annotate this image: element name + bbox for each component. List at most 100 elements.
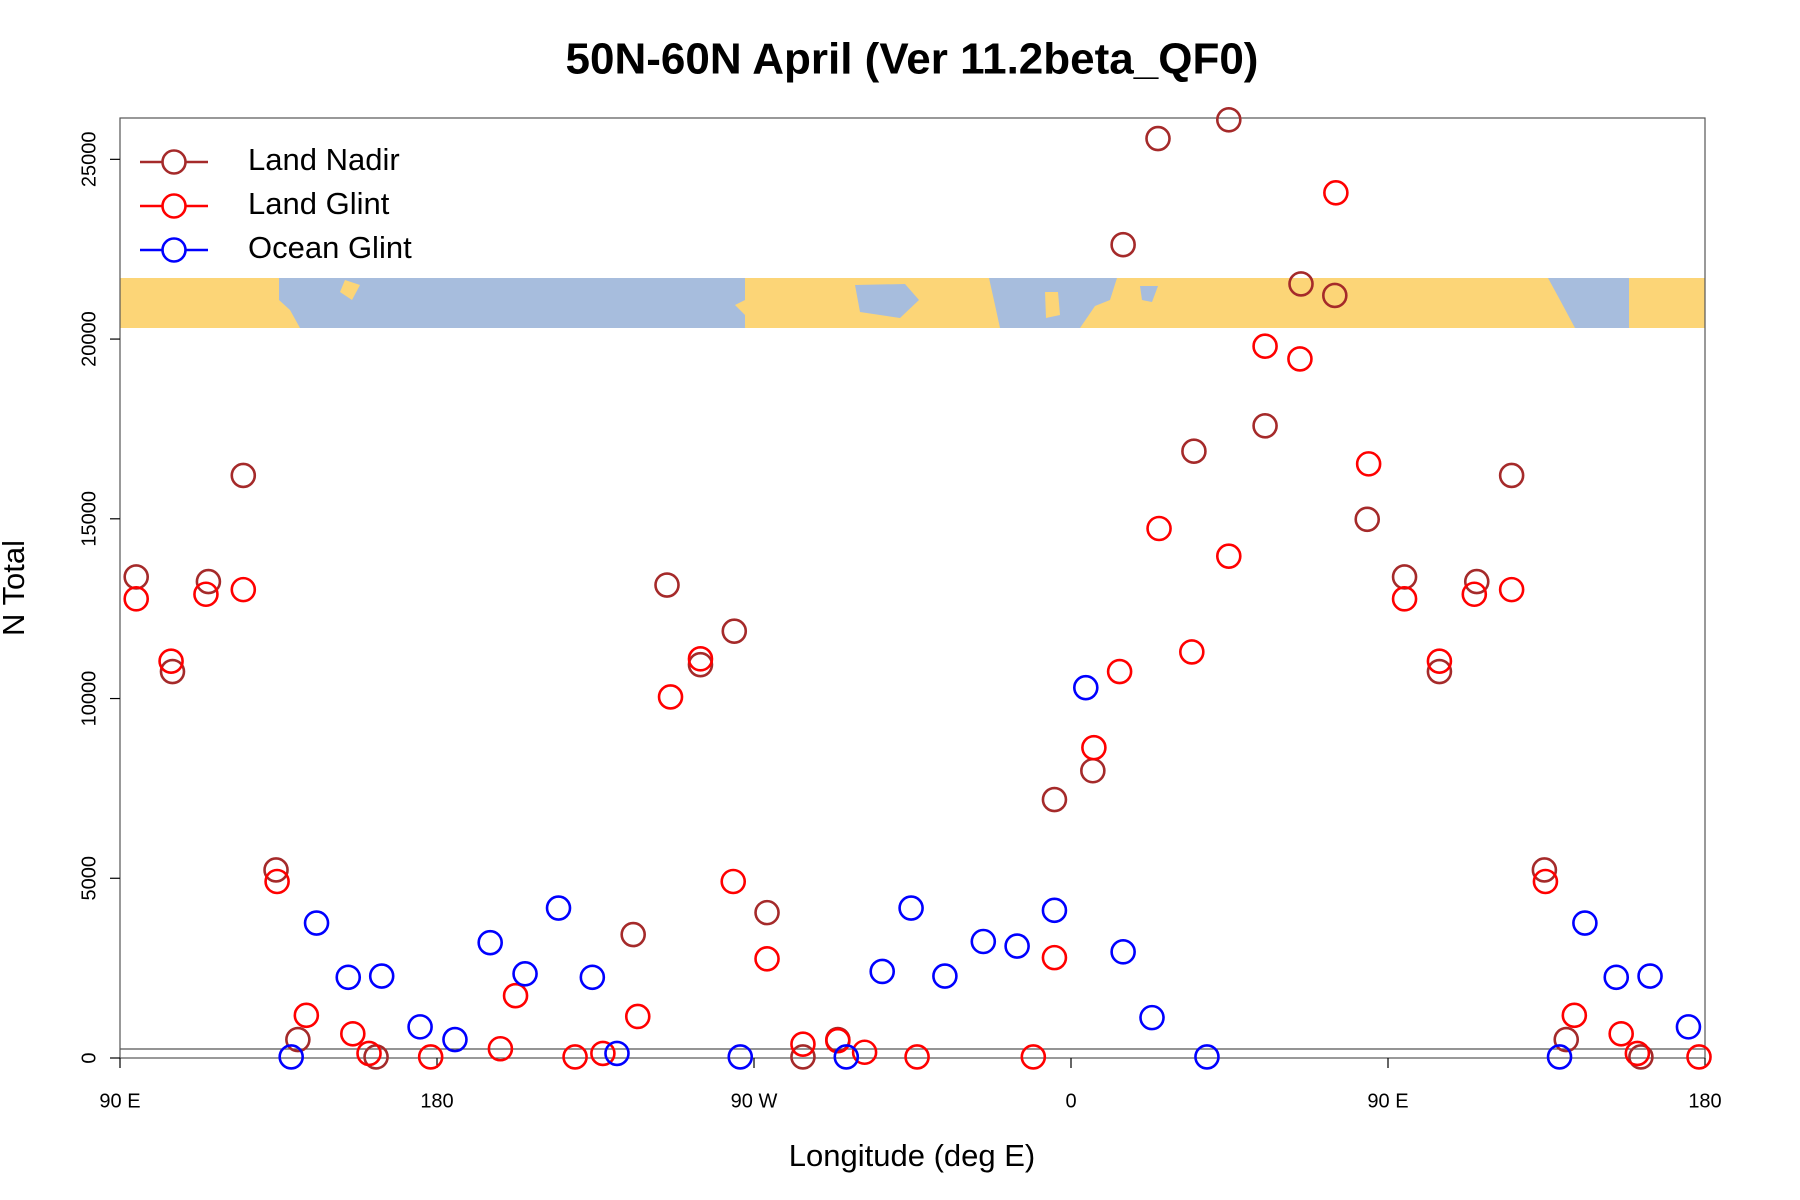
point — [687, 651, 714, 678]
point — [851, 1039, 878, 1066]
point — [754, 945, 780, 972]
point — [720, 868, 747, 895]
point — [754, 899, 780, 926]
point — [303, 910, 330, 936]
legend-label: Land Glint — [248, 186, 390, 221]
point — [1323, 180, 1349, 206]
point — [407, 1014, 433, 1040]
point — [1146, 515, 1172, 542]
point — [1252, 413, 1278, 439]
point — [1624, 1040, 1651, 1067]
point — [356, 1040, 382, 1067]
chart-title: 50N-60N April (Ver 11.2beta_QF0) — [566, 35, 1259, 84]
point — [932, 963, 958, 989]
x-tick-label: 90 E — [99, 1090, 140, 1112]
point — [1637, 963, 1663, 989]
y-tick-label: 15000 — [78, 491, 100, 547]
point — [654, 572, 680, 598]
point — [487, 1035, 514, 1062]
point — [579, 964, 606, 991]
point — [1181, 438, 1207, 464]
point — [1215, 106, 1242, 133]
point — [1553, 1026, 1580, 1053]
point — [721, 618, 748, 644]
point — [562, 1044, 588, 1070]
point — [340, 1020, 366, 1047]
point — [293, 1002, 320, 1029]
point — [1106, 658, 1133, 685]
point — [898, 895, 924, 921]
plot-frame — [119, 117, 1706, 1059]
point — [1426, 658, 1453, 685]
point — [417, 1044, 444, 1070]
point — [230, 462, 257, 489]
legend-label: Land Nadir — [248, 142, 400, 177]
point — [833, 1044, 860, 1070]
y-tick-label: 10000 — [78, 671, 100, 727]
x-axis-label: Longitude (deg E) — [789, 1138, 1035, 1173]
map-strip — [120, 278, 1705, 328]
point — [1608, 1020, 1634, 1047]
point — [1020, 1044, 1047, 1070]
point — [1004, 933, 1030, 959]
legend-marker — [161, 149, 187, 175]
point — [1461, 581, 1488, 608]
point — [1675, 1014, 1702, 1040]
point — [1561, 1002, 1588, 1029]
x-tick-label: 180 — [420, 1090, 453, 1112]
point — [1081, 734, 1107, 761]
legend-label: Ocean Glint — [248, 230, 412, 265]
point — [1041, 786, 1068, 813]
x-tick-label: 90 W — [731, 1090, 778, 1112]
point — [1391, 586, 1418, 612]
point — [790, 1031, 816, 1057]
point — [1463, 568, 1490, 595]
point — [620, 921, 646, 948]
x-tick-label: 90 E — [1367, 1090, 1408, 1112]
point — [193, 581, 219, 608]
point — [1041, 944, 1068, 971]
legend-marker — [161, 193, 187, 219]
y-tick-label: 25000 — [78, 132, 100, 188]
point — [1041, 897, 1068, 924]
point — [790, 1044, 816, 1070]
point — [1072, 674, 1099, 701]
point — [263, 857, 289, 883]
point — [545, 895, 572, 921]
point — [230, 576, 257, 603]
point — [1179, 639, 1205, 665]
point — [1628, 1044, 1654, 1070]
point — [123, 564, 150, 590]
point — [1080, 757, 1106, 784]
point — [825, 1027, 851, 1054]
point — [502, 982, 529, 1009]
y-tick-label: 5000 — [78, 856, 100, 901]
point — [512, 960, 538, 987]
point — [477, 929, 503, 956]
point — [1498, 462, 1525, 489]
x-tick-label: 0 — [1065, 1090, 1076, 1112]
point — [1252, 333, 1278, 360]
point — [1354, 506, 1381, 533]
point — [1498, 576, 1525, 603]
point — [1288, 271, 1314, 297]
point — [904, 1044, 930, 1070]
point — [158, 648, 184, 674]
y-tick-label: 0 — [78, 1052, 100, 1063]
point — [687, 646, 714, 672]
y-tick-label: 20000 — [78, 311, 100, 367]
point — [1531, 857, 1558, 883]
y-axis-label: N Total — [0, 540, 31, 636]
point — [657, 684, 684, 710]
legend-marker — [161, 237, 187, 263]
point — [1355, 451, 1382, 477]
point — [278, 1044, 304, 1070]
point — [1686, 1044, 1712, 1070]
point — [1145, 125, 1171, 152]
point — [159, 658, 186, 685]
point — [970, 928, 997, 955]
point — [335, 964, 362, 991]
point — [368, 963, 395, 989]
point — [590, 1040, 616, 1067]
